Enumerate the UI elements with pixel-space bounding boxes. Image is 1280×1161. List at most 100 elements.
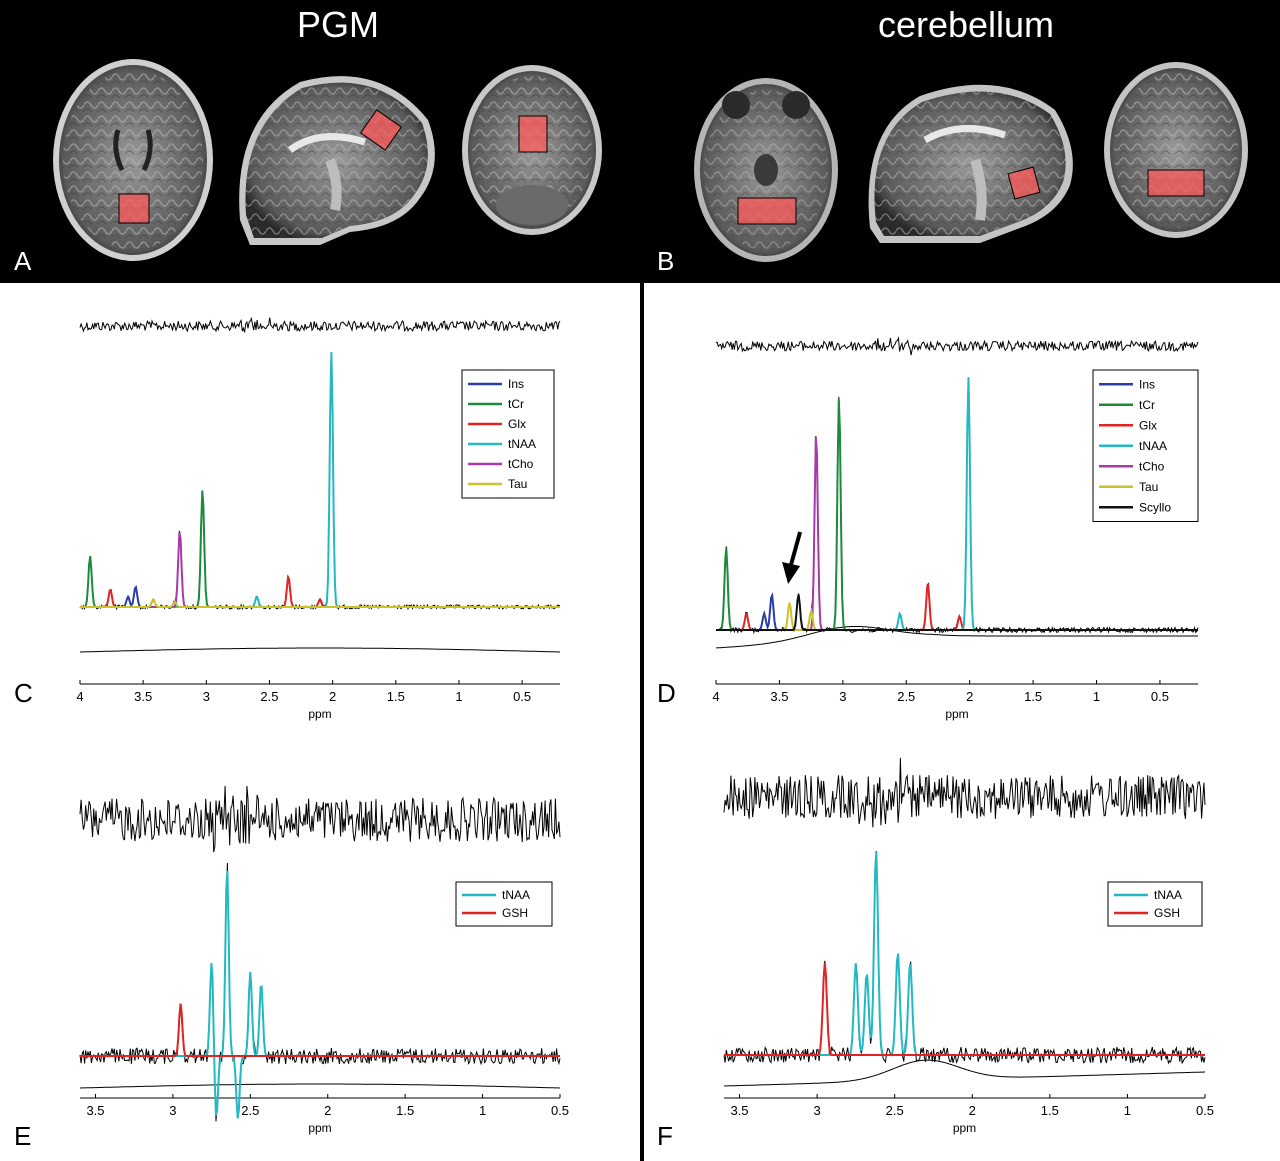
voxel-marker (1007, 166, 1041, 200)
mri-sagittal-cerebellum (868, 84, 1073, 243)
arrow-annotation (788, 531, 803, 569)
legend-label-ins: Ins (508, 377, 524, 391)
x-tick-label: 1 (479, 1103, 486, 1118)
legend-label-tcho: tCho (508, 457, 534, 471)
legend-label-glx: Glx (508, 417, 526, 431)
x-tick-label: 0.5 (1151, 689, 1169, 704)
panel-a-title: PGM (297, 4, 379, 45)
x-tick-label: 2 (329, 689, 336, 704)
x-tick-label: 2.5 (260, 689, 278, 704)
x-axis-label: ppm (953, 1121, 976, 1135)
legend-label-tau: Tau (1139, 480, 1158, 494)
x-axis-label: ppm (945, 707, 968, 721)
legend: tNAA GSH (455, 881, 553, 927)
mri-panel-b: cerebellum B (644, 0, 1280, 283)
x-tick-label: 3 (203, 689, 210, 704)
top-border (0, 0, 1280, 2)
baseline-curve (716, 626, 1198, 649)
series-line-gsh (80, 1003, 560, 1057)
legend-label-tnaa: tNAA (502, 888, 530, 902)
x-tick-label: 2 (969, 1103, 976, 1118)
baseline-curve (724, 1059, 1205, 1087)
x-tick-label: 3 (813, 1103, 820, 1118)
series-line-scyllo (716, 594, 1198, 631)
x-tick-label: 1 (455, 689, 462, 704)
x-tick-label: 3.5 (86, 1103, 104, 1118)
panel-d-letter: D (657, 678, 676, 708)
baseline-curve (80, 647, 560, 653)
spectrum-panel-e: 3.5 3 2.5 2 1.5 1 0.5 ppm tNAA GSH (79, 785, 569, 1135)
voxel-marker (1147, 169, 1205, 197)
spectrum-panel-c: 4 3.5 3 2.5 2 1.5 1 0.5 ppm Ins tCr Glx tNAA tCho Tau (76, 316, 561, 721)
legend-box (461, 369, 555, 499)
x-tick-label: 2 (966, 689, 973, 704)
x-tick-label: 4 (712, 689, 719, 704)
x-tick-label: 1.5 (387, 689, 405, 704)
residual-trace (723, 757, 1206, 828)
x-tick-label: 4 (76, 689, 83, 704)
legend-label-ins: Ins (1139, 377, 1155, 391)
x-axis-label: ppm (308, 707, 331, 721)
panel-b-letter: B (657, 246, 674, 276)
panel-a-letter: A (14, 246, 32, 276)
residual-trace (715, 336, 1199, 356)
voxel-marker (518, 115, 548, 153)
x-tick-label: 2.5 (241, 1103, 259, 1118)
voxel-marker (118, 193, 150, 224)
series-line-tcr (80, 490, 560, 608)
panel-e-letter: E (14, 1121, 31, 1151)
x-tick-label: 1.5 (396, 1103, 414, 1118)
x-tick-label: 3.5 (730, 1103, 748, 1118)
vertical-divider (640, 0, 644, 1161)
x-tick-label: 3.5 (134, 689, 152, 704)
legend: Ins tCr Glx tNAA tCho Tau Scyllo (1092, 369, 1199, 522)
legend-label-tnaa: tNAA (1154, 888, 1182, 902)
x-tick-label: 1.5 (1024, 689, 1042, 704)
mri-coronal-pgm (462, 65, 602, 235)
x-tick-label: 1 (1124, 1103, 1131, 1118)
legend-label-tcr: tCr (1139, 398, 1155, 412)
baseline-curve (80, 1083, 560, 1089)
legend-label-tnaa: tNAA (508, 437, 536, 451)
mri-coronal-cerebellum (1104, 62, 1248, 238)
spectrum-panel-d: 4 3.5 3 2.5 2 1.5 1 0.5 ppm Ins tCr Glx tNAA tCho Tau S… (712, 336, 1199, 721)
x-tick-label: 2.5 (886, 1103, 904, 1118)
x-axis-label: ppm (308, 1121, 331, 1135)
measured-spectrum (723, 850, 1206, 1065)
legend: tNAA GSH (1107, 881, 1203, 927)
series-line-gsh (724, 962, 1205, 1056)
legend-label-tnaa: tNAA (1139, 439, 1167, 453)
voxel-marker (737, 197, 797, 225)
measured-spectrum (79, 862, 561, 1122)
series-line-tcho (80, 532, 560, 608)
x-tick-label: 3 (169, 1103, 176, 1118)
legend-label-tcho: tCho (1139, 459, 1165, 473)
legend-label-gsh: GSH (502, 906, 528, 920)
mri-sagittal-pgm (239, 76, 435, 245)
legend-box (1107, 881, 1203, 927)
arrow-head (782, 562, 801, 584)
legend-box (455, 881, 553, 927)
series-line-tau (80, 597, 560, 608)
legend: Ins tCr Glx tNAA tCho Tau (461, 369, 555, 499)
residual-trace (79, 316, 561, 333)
panel-b-title: cerebellum (878, 4, 1054, 45)
legend-label-tcr: tCr (508, 397, 524, 411)
mri-panel-a: PGM A (0, 0, 640, 283)
x-tick-label: 3.5 (770, 689, 788, 704)
x-tick-label: 1 (1093, 689, 1100, 704)
x-tick-label: 3 (839, 689, 846, 704)
legend-label-tau: Tau (508, 477, 527, 491)
voxel-marker (359, 109, 403, 151)
residual-trace (79, 785, 561, 853)
x-tick-label: 1.5 (1041, 1103, 1059, 1118)
x-tick-label: 2 (324, 1103, 331, 1118)
legend-label-glx: Glx (1139, 418, 1157, 432)
mri-axial-cerebellum (694, 78, 838, 262)
x-tick-label: 2.5 (897, 689, 915, 704)
legend-label-gsh: GSH (1154, 906, 1180, 920)
x-tick-label: 0.5 (1196, 1103, 1214, 1118)
legend-label-scyllo: Scyllo (1139, 500, 1171, 514)
panel-c-letter: C (14, 678, 33, 708)
